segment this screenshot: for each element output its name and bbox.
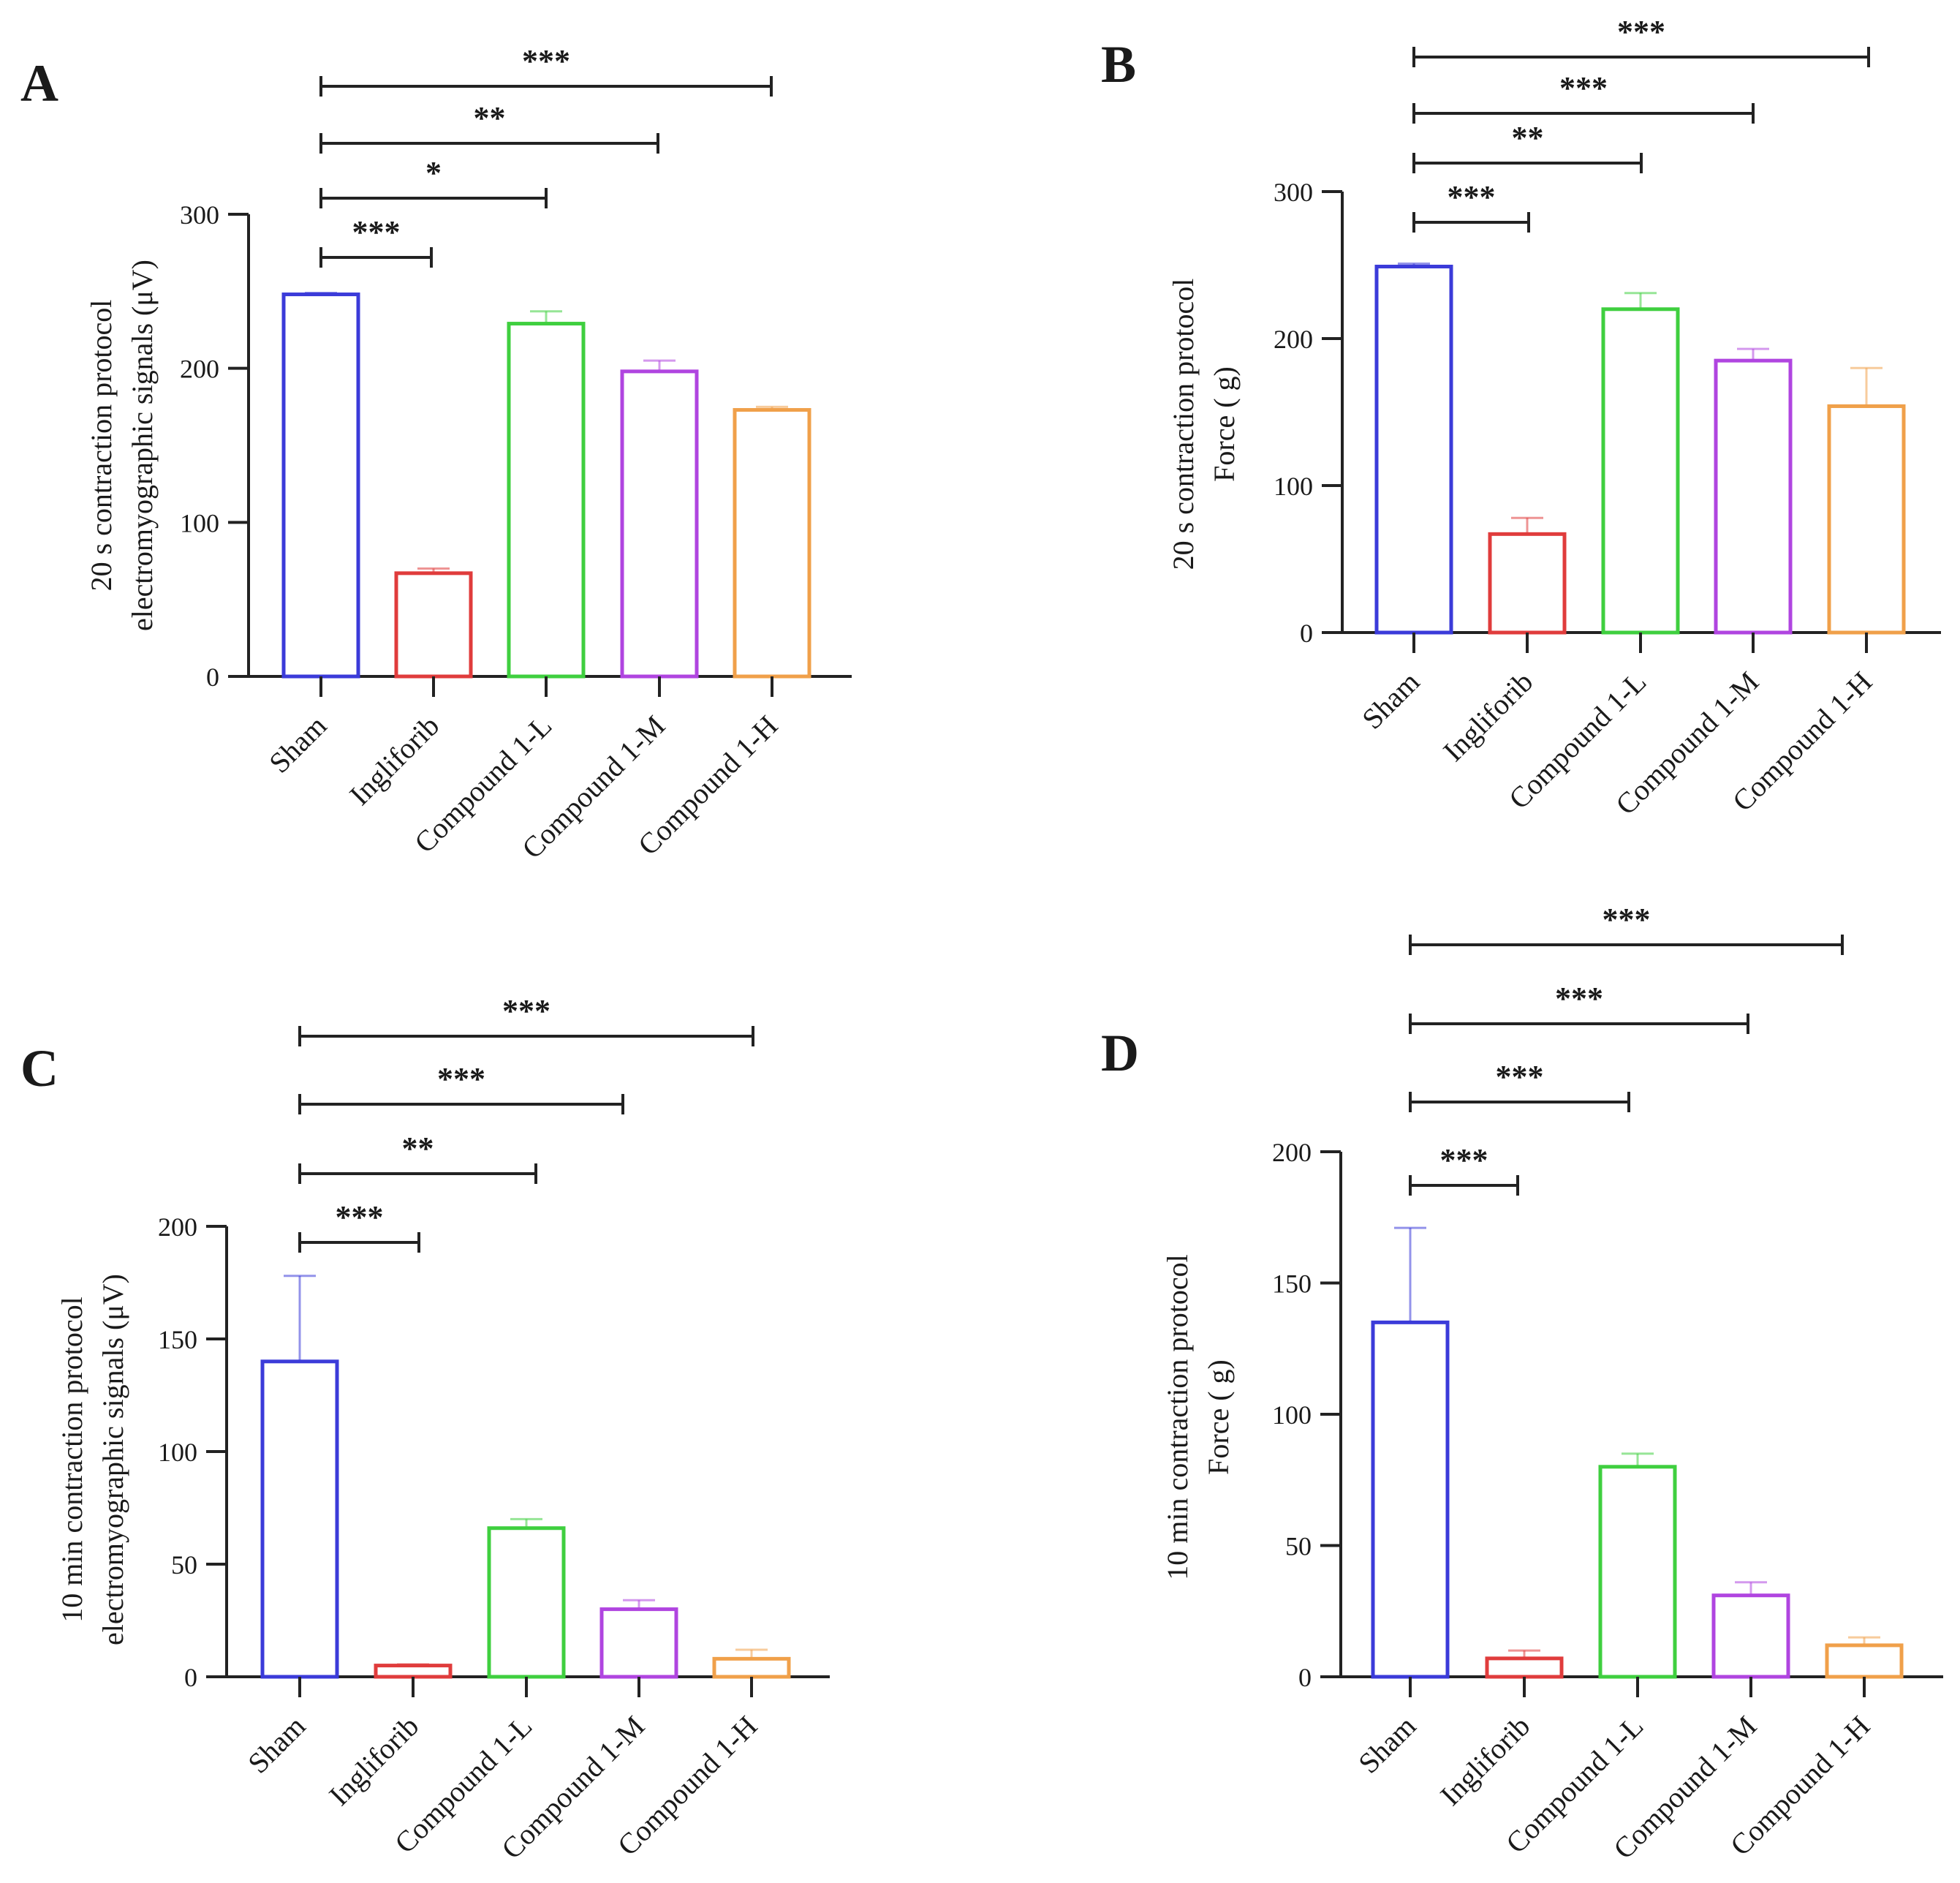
panel-c-sig-label-4: *** xyxy=(502,993,550,1029)
panel-c-sig-label-1: *** xyxy=(336,1199,384,1235)
panel-b-bar-compound-1-l xyxy=(1601,307,1680,635)
panel-b-x-label-ingliforib: Ingliforib xyxy=(1437,665,1539,768)
panel-b-y-title-line-1: 20 s contraction protocol xyxy=(1167,279,1200,570)
panel-b-chart: B 0 100 200 300 20 s contraction protocol Forc… xyxy=(1101,14,1941,821)
panel-b-bar-compound-1-m xyxy=(1714,358,1793,635)
panel-c-bar-compound-1-m xyxy=(599,1607,678,1679)
panel-c-bar-sham xyxy=(260,1359,339,1679)
panel-b-sig-label-1: *** xyxy=(1448,179,1496,215)
panel-c-bar-compound-1-l xyxy=(487,1526,566,1679)
panel-a-y-tick-label-0: 0 xyxy=(206,663,219,692)
panel-b-y-tick-label-300: 300 xyxy=(1274,178,1313,207)
panel-a-sig-label-1: *** xyxy=(352,214,401,250)
panel-c-sig-label-3: *** xyxy=(437,1061,485,1097)
panel-a-sig-label-2: * xyxy=(425,155,442,191)
panel-a-y-tick-label-100: 100 xyxy=(180,508,219,537)
panel-d-y-tick-label-50: 50 xyxy=(1285,1532,1312,1561)
panel-d-sig-label-4: *** xyxy=(1603,902,1651,937)
panel-b-sig-label-2: ** xyxy=(1512,120,1544,156)
panel-d-bar-ingliforib xyxy=(1485,1656,1564,1679)
panel-c-chart: C 0 50 100 150 200 10 min contraction protocol… xyxy=(20,993,830,1865)
panel-c-y-title-line-1: 10 min contraction protocol xyxy=(56,1297,88,1622)
panel-b-y-title-line-2: Force ( g) xyxy=(1208,366,1241,482)
panel-a-sig-label-4: *** xyxy=(522,43,570,79)
panel-c-x-label-ingliforib: Ingliforib xyxy=(322,1710,425,1812)
panel-a-y-title-line-2: electromyographic signals (μV) xyxy=(126,260,159,631)
panel-b-y-tick-label-100: 100 xyxy=(1274,472,1313,501)
panel-d-y-tick-label-200: 200 xyxy=(1272,1138,1312,1167)
panel-b-y-tick-label-200: 200 xyxy=(1274,325,1313,354)
panel-c-y-tick-label-100: 100 xyxy=(158,1438,197,1467)
panel-d-x-label-sham: Sham xyxy=(1352,1710,1422,1780)
panel-a-y-tick-label-300: 300 xyxy=(180,200,219,230)
panel-a-bar-compound-1-m xyxy=(620,369,699,679)
panel-a-y-title-line-1: 20 s contraction protocol xyxy=(85,300,118,592)
panel-a-letter: A xyxy=(20,54,58,113)
panel-a-y-tick-label-200: 200 xyxy=(180,355,219,384)
panel-a-bar-compound-1-l xyxy=(507,322,586,679)
panel-d-bar-compound-1-h xyxy=(1825,1643,1904,1679)
panel-c-bar-ingliforib xyxy=(374,1664,453,1679)
panel-b-sig-label-4: *** xyxy=(1617,14,1665,50)
panel-d-y-title-line-1: 10 min contraction protocol xyxy=(1161,1254,1194,1580)
panel-d-bar-sham xyxy=(1371,1320,1450,1679)
panel-b-y-tick-label-0: 0 xyxy=(1300,619,1313,648)
panel-c-y-tick-label-150: 150 xyxy=(158,1325,197,1354)
panel-b-sig-label-3: *** xyxy=(1559,70,1608,106)
panel-b-bar-ingliforib xyxy=(1488,532,1567,635)
panel-d-bar-compound-1-m xyxy=(1711,1593,1790,1679)
panel-d-sig-label-1: *** xyxy=(1440,1142,1488,1178)
panel-b-letter: B xyxy=(1101,35,1136,94)
panel-b-x-label-sham: Sham xyxy=(1355,665,1426,736)
panel-d-y-tick-label-0: 0 xyxy=(1298,1663,1312,1692)
panel-a-chart: A 0 100 200 300 20 s contraction protocol elec… xyxy=(20,43,852,865)
panel-c-y-tick-label-0: 0 xyxy=(184,1663,197,1692)
panel-a-x-label-sham: Sham xyxy=(262,709,333,780)
panel-d-y-title-line-2: Force ( g) xyxy=(1202,1359,1235,1475)
panel-a-bar-compound-1-h xyxy=(733,408,811,679)
panel-c-y-tick-label-50: 50 xyxy=(171,1550,197,1580)
panel-d-sig-label-3: *** xyxy=(1555,981,1603,1016)
panel-a-x-label-ingliforib: Ingliforib xyxy=(343,709,445,812)
panel-d-bar-compound-1-l xyxy=(1598,1465,1677,1679)
panel-d-sig-label-2: *** xyxy=(1496,1059,1544,1095)
panel-a-bar-ingliforib xyxy=(394,571,473,679)
panel-d-chart: D 0 50 100 150 200 10 min contraction protocol… xyxy=(1101,902,1943,1865)
panel-c-y-title-line-2: electromyographic signals (μV) xyxy=(97,1274,129,1645)
panel-c-y-tick-label-200: 200 xyxy=(158,1212,197,1242)
panel-d-x-label-ingliforib: Ingliforib xyxy=(1434,1710,1536,1812)
panel-c-sig-label-2: ** xyxy=(402,1131,434,1166)
panel-b-bar-compound-1-h xyxy=(1827,404,1906,635)
panel-a-bar-sham xyxy=(281,293,360,679)
panel-c-x-label-sham: Sham xyxy=(241,1710,311,1780)
panel-b-bar-sham xyxy=(1374,265,1453,635)
panel-c-bar-compound-1-h xyxy=(712,1656,791,1679)
panel-d-y-tick-label-150: 150 xyxy=(1272,1269,1312,1299)
panel-c-letter: C xyxy=(20,1039,58,1098)
panel-d-letter: D xyxy=(1101,1024,1139,1082)
panel-a-sig-label-3: ** xyxy=(474,100,506,136)
panel-d-y-tick-label-100: 100 xyxy=(1272,1400,1312,1430)
